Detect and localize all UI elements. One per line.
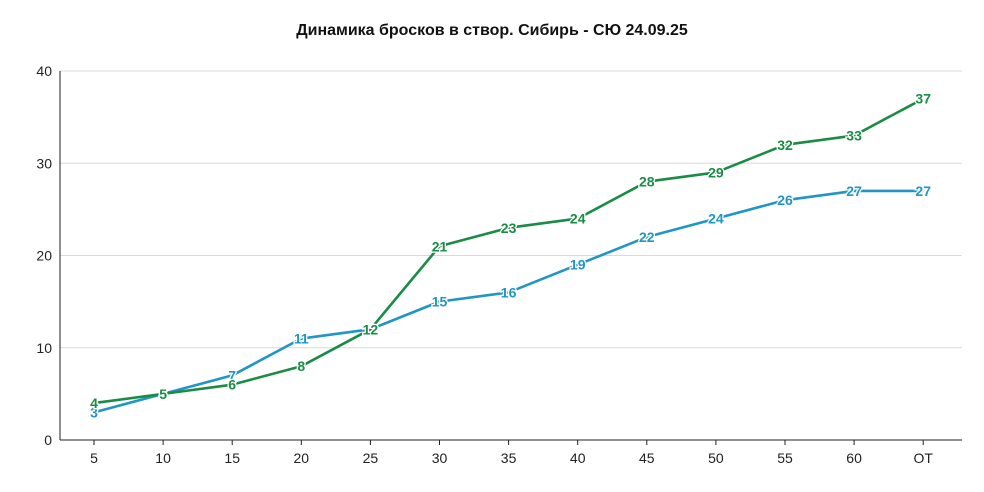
x-tick-label: ОТ	[913, 450, 933, 466]
y-tick-label: 40	[36, 63, 52, 79]
data-label: 8	[297, 358, 305, 374]
chart-title: Динамика бросков в створ. Сибирь - СЮ 24…	[296, 22, 688, 39]
data-label: 3	[90, 404, 98, 420]
x-tick-label: 45	[639, 450, 655, 466]
x-tick-label: 60	[846, 450, 862, 466]
data-label: 12	[363, 321, 379, 337]
data-label: 26	[777, 192, 793, 208]
data-label: 27	[846, 183, 862, 199]
x-tick-label: 20	[294, 450, 310, 466]
series-layer	[93, 97, 924, 414]
data-label: 37	[915, 91, 931, 107]
data-label: 29	[708, 164, 724, 180]
data-label: 5	[159, 386, 167, 402]
data-label: 22	[639, 229, 655, 245]
data-label: 24	[570, 211, 586, 227]
data-label: 4	[90, 395, 98, 411]
data-label: 28	[639, 174, 655, 190]
data-label: 21	[432, 238, 448, 254]
data-label: 23	[501, 220, 517, 236]
data-label: 12	[363, 321, 379, 337]
y-tick-label: 0	[44, 432, 52, 448]
data-label: 24	[708, 211, 724, 227]
x-tick-label: 25	[363, 450, 379, 466]
y-tick-label: 30	[36, 155, 52, 171]
x-tick-label: 30	[432, 450, 448, 466]
data-label: 16	[501, 284, 517, 300]
data-label: 7	[228, 367, 236, 383]
series-line-1	[93, 189, 924, 414]
data-label: 19	[570, 257, 586, 273]
x-tick-label: 50	[708, 450, 724, 466]
y-tick-label: 10	[36, 340, 52, 356]
gridlines	[60, 70, 962, 349]
data-label: 11	[294, 331, 309, 347]
x-tick-label: 55	[777, 450, 793, 466]
x-tick-label: 10	[155, 450, 171, 466]
data-label: 27	[915, 183, 931, 199]
data-label: 6	[228, 377, 236, 393]
x-tick-label: 5	[90, 450, 98, 466]
x-tick-label: 35	[501, 450, 517, 466]
data-label: 15	[432, 294, 448, 310]
data-label: 32	[777, 137, 793, 153]
x-tick-label: 15	[224, 450, 240, 466]
series-line-2	[93, 97, 924, 405]
data-label: 5	[159, 386, 167, 402]
y-tick-label: 20	[36, 248, 52, 264]
x-tick-label: 40	[570, 450, 586, 466]
data-label: 33	[846, 128, 862, 144]
